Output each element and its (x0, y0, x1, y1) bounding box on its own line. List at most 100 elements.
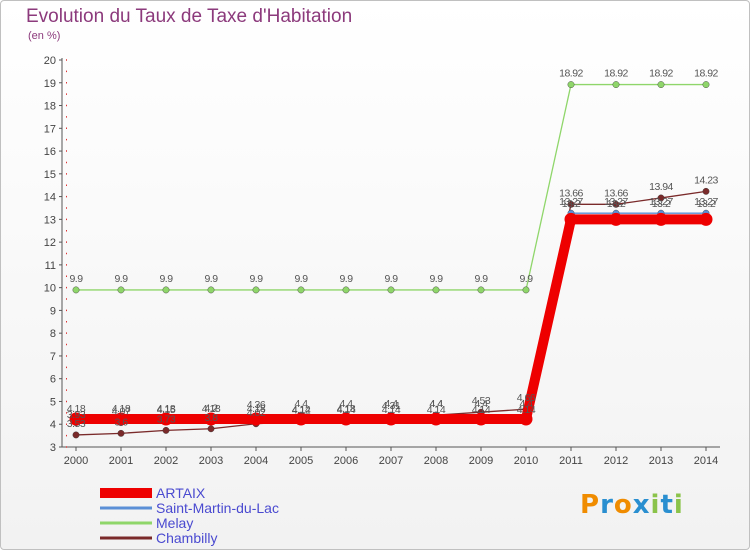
y-tick-label: 19 (44, 78, 56, 90)
data-label: 4.18 (247, 403, 266, 415)
data-point (339, 412, 353, 426)
data-point (249, 412, 263, 426)
x-tick-label: 2010 (514, 455, 538, 467)
data-point (657, 194, 665, 202)
data-point (567, 81, 575, 88)
data-point (519, 412, 533, 426)
legend-swatch (100, 488, 152, 498)
data-label: 4.4 (429, 398, 443, 410)
data-label: 9.9 (249, 273, 263, 285)
data-label: 4.4 (474, 398, 488, 410)
data-label: 13.2 (607, 198, 626, 210)
data-point (294, 412, 308, 426)
data-label: 18.92 (559, 68, 583, 80)
logo-letter: i (650, 490, 661, 520)
x-tick-label: 2006 (334, 455, 358, 467)
x-tick-label: 2011 (559, 455, 583, 467)
data-point (702, 187, 710, 195)
y-tick-label: 17 (44, 123, 56, 135)
proxiti-logo: Proxiti (580, 490, 684, 520)
data-label: 4.53 (472, 395, 491, 407)
legend-label: Melay (156, 515, 193, 531)
y-tick-label: 5 (50, 396, 56, 408)
data-label: 4.18 (67, 403, 86, 415)
data-point (117, 286, 125, 294)
data-label: 9.9 (474, 273, 488, 285)
data-label: 4.15 (157, 404, 176, 416)
data-point (162, 286, 170, 294)
data-label: 4.14 (472, 404, 491, 416)
data-point (429, 412, 443, 426)
data-label: 4.14 (517, 404, 536, 416)
data-label: 4.12 (292, 405, 311, 417)
legend-swatch (100, 536, 152, 540)
data-point (207, 425, 215, 433)
y-tick-label: 11 (45, 260, 56, 272)
x-tick-label: 2005 (289, 455, 313, 467)
data-point (522, 286, 530, 294)
data-label: 4.18 (112, 403, 131, 415)
data-label: 4.18 (337, 403, 356, 415)
data-label: 13.27 (694, 196, 718, 208)
data-point (477, 286, 485, 294)
data-label: 13.27 (604, 196, 628, 208)
legend-label: Saint-Martin-du-Lac (156, 500, 279, 516)
logo-letter: r (600, 490, 614, 520)
data-label: 13.66 (604, 187, 628, 199)
x-tick-label: 2002 (154, 455, 178, 467)
data-label: 4.4 (384, 398, 398, 410)
data-point (162, 426, 170, 434)
x-tick-label: 2013 (649, 455, 673, 467)
data-point (657, 81, 665, 88)
data-label: 4.2 (204, 403, 218, 415)
data-point (609, 212, 623, 226)
data-point (564, 212, 578, 226)
data-label: 18.92 (694, 68, 718, 80)
y-tick-label: 15 (44, 169, 56, 181)
data-label: 4.07 (112, 406, 131, 418)
x-tick-label: 2008 (424, 455, 448, 467)
legend-label: Chambilly (156, 530, 217, 546)
data-label: 9.9 (429, 273, 443, 285)
y-tick-label: 3 (50, 442, 56, 454)
data-label: 13.27 (559, 196, 583, 208)
y-tick-label: 16 (44, 146, 56, 158)
data-point (72, 286, 80, 294)
data-label: 3.53 (67, 418, 86, 430)
data-label: 4.14 (382, 404, 401, 416)
data-point (114, 412, 128, 426)
data-point (69, 412, 83, 426)
data-label: 4.14 (337, 404, 356, 416)
logo-letter: x (632, 490, 651, 520)
data-label: 4.18 (157, 403, 176, 415)
data-label: 9.9 (114, 273, 128, 285)
data-label: 4.4 (294, 398, 308, 410)
data-point (612, 200, 620, 208)
x-tick-label: 2007 (379, 455, 403, 467)
logo-letter: i (673, 490, 684, 520)
data-label: 13.94 (649, 181, 673, 193)
x-tick-label: 2000 (64, 455, 88, 467)
logo-letter: o (613, 490, 633, 520)
data-point (387, 286, 395, 294)
data-point (252, 286, 260, 294)
data-point (474, 412, 488, 426)
data-label: 3.6 (114, 416, 128, 428)
data-label: 3.73 (157, 413, 176, 425)
data-label: 3.8 (204, 412, 218, 424)
x-tick-label: 2014 (694, 455, 718, 467)
data-label: 4.18 (202, 403, 221, 415)
data-label: 4.02 (247, 407, 266, 419)
x-tick-label: 2003 (199, 455, 223, 467)
data-point (72, 431, 80, 439)
data-label: 13.2 (697, 198, 716, 210)
x-tick-label: 2009 (469, 455, 493, 467)
y-tick-label: 18 (44, 101, 56, 113)
data-label: 4.14 (292, 404, 311, 416)
data-label: 3.93 (67, 409, 86, 421)
data-label: 9.9 (294, 273, 308, 285)
data-point (297, 286, 305, 294)
y-tick-label: 10 (44, 283, 56, 295)
